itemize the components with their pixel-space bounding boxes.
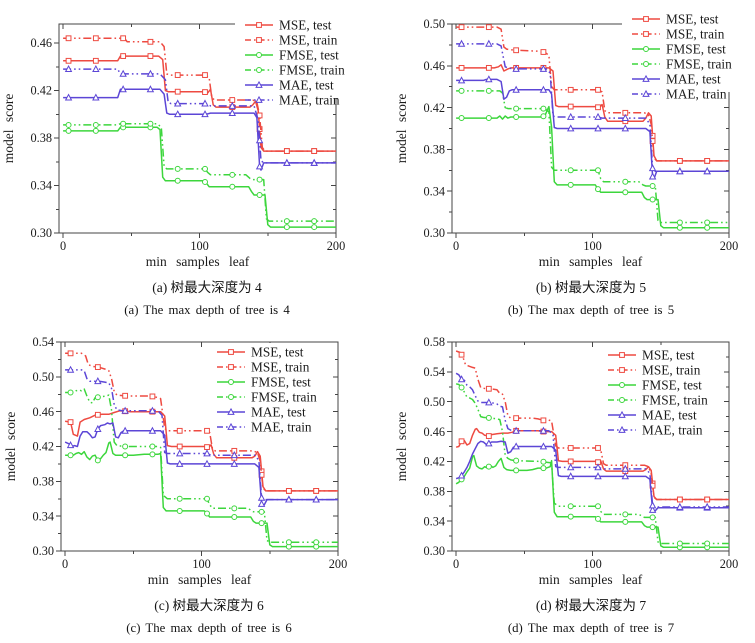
svg-text:0.30: 0.30: [30, 226, 52, 240]
svg-text:200: 200: [329, 557, 347, 571]
svg-text:200: 200: [720, 239, 738, 253]
svg-text:FMSE, test: FMSE, test: [251, 374, 311, 389]
panel-d-caption-zh: (d) 树最大深度为 7: [535, 598, 647, 613]
svg-text:0.50: 0.50: [423, 395, 445, 409]
svg-text:MSE, test: MSE, test: [251, 344, 304, 359]
svg-text:MAE, test: MAE, test: [251, 404, 306, 419]
svg-text:MAE, test: MAE, test: [642, 407, 697, 422]
panel-b-caption-en: (b) The max depth of tree is 5: [507, 302, 675, 317]
svg-text:0.30: 0.30: [423, 226, 445, 240]
svg-text:0.38: 0.38: [30, 131, 52, 145]
svg-text:200: 200: [327, 239, 345, 253]
panel-b: 0.30 0.34 0.38 0.42 0.46 0.50 0 100 200 min sampl…: [393, 0, 755, 317]
svg-text:FMSE, test: FMSE, test: [666, 41, 726, 56]
svg-text:MAE, train: MAE, train: [279, 92, 340, 107]
svg-text:0.38: 0.38: [423, 484, 445, 498]
svg-text:0.46: 0.46: [32, 405, 54, 419]
svg-text:0.54: 0.54: [32, 335, 54, 349]
svg-text:0: 0: [453, 557, 459, 571]
svg-text:model score: model score: [394, 412, 409, 482]
svg-text:min samples leaf: min samples leaf: [539, 572, 643, 587]
svg-text:0.30: 0.30: [32, 544, 54, 558]
svg-text:100: 100: [583, 557, 601, 571]
panel-d-caption-en: (d) The max depth of tree is 7: [507, 620, 675, 635]
svg-text:0.34: 0.34: [32, 509, 54, 523]
svg-text:0.38: 0.38: [32, 475, 54, 489]
svg-text:0: 0: [62, 557, 68, 571]
panel-c-caption-en: (c) The max depth of tree is 6: [126, 620, 292, 635]
panel-d-captions: (d) 树最大深度为 7 (d) The max depth of tree i…: [393, 598, 755, 635]
svg-text:0: 0: [453, 239, 459, 253]
panel-a-caption-en: (a) The max depth of tree is 4: [124, 302, 290, 317]
panel-a-captions: (a) 树最大深度为 4 (a) The max depth of tree i…: [0, 280, 377, 317]
svg-text:min samples leaf: min samples leaf: [146, 254, 250, 269]
svg-text:0.42: 0.42: [423, 455, 445, 469]
svg-text:MAE, train: MAE, train: [666, 86, 727, 101]
svg-text:0.50: 0.50: [423, 17, 445, 31]
svg-text:0.42: 0.42: [423, 101, 445, 115]
svg-text:model score: model score: [3, 412, 18, 482]
panel-d: 0.30 0.34 0.38 0.42 0.46 0.50 0.54 0.58 0 100 200 m…: [393, 318, 755, 635]
svg-text:0.34: 0.34: [423, 514, 445, 528]
panel-c: 0.30 0.34 0.38 0.42 0.46 0.50 0.54 0 100 200 min s…: [2, 318, 379, 635]
svg-text:FMSE, train: FMSE, train: [666, 56, 732, 71]
svg-text:0.42: 0.42: [32, 440, 54, 454]
chart-a-plot: 0.30 0.34 0.38 0.42 0.46 0 100 200 min samples l…: [1, 16, 347, 269]
panel-a: 0.30 0.34 0.38 0.42 0.46 0 100 200 min samples l…: [0, 0, 377, 317]
svg-text:0.46: 0.46: [423, 425, 445, 439]
panel-c-captions: (c) 树最大深度为 6 (c) The max depth of tree i…: [2, 598, 379, 635]
svg-text:FMSE, test: FMSE, test: [642, 377, 702, 392]
svg-text:0.50: 0.50: [32, 370, 54, 384]
chart-d-plot: 0.30 0.34 0.38 0.42 0.46 0.50 0.54 0.58 0 100 200 m…: [394, 335, 738, 587]
panel-a-caption-zh: (a) 树最大深度为 4: [152, 280, 262, 295]
svg-text:FMSE, test: FMSE, test: [279, 47, 339, 62]
svg-text:0.34: 0.34: [423, 184, 445, 198]
svg-text:MSE, train: MSE, train: [279, 32, 338, 47]
svg-text:FMSE, train: FMSE, train: [642, 392, 708, 407]
svg-text:MSE, test: MSE, test: [642, 347, 695, 362]
svg-text:MSE, test: MSE, test: [279, 17, 332, 32]
svg-text:0.42: 0.42: [30, 84, 52, 98]
svg-text:MAE, train: MAE, train: [642, 422, 703, 437]
svg-text:MAE, test: MAE, test: [666, 71, 721, 86]
svg-text:0.46: 0.46: [30, 36, 52, 50]
panel-b-caption-zh: (b) 树最大深度为 5: [535, 280, 647, 295]
svg-text:MSE, train: MSE, train: [666, 26, 725, 41]
svg-text:min samples leaf: min samples leaf: [148, 572, 252, 587]
panel-b-captions: (b) 树最大深度为 5 (b) The max depth of tree i…: [393, 280, 755, 317]
svg-text:0.30: 0.30: [423, 544, 445, 558]
svg-text:MAE, test: MAE, test: [279, 77, 334, 92]
svg-text:MSE, train: MSE, train: [251, 359, 310, 374]
svg-text:MSE, train: MSE, train: [642, 362, 701, 377]
svg-text:FMSE, train: FMSE, train: [251, 389, 317, 404]
svg-text:100: 100: [190, 239, 208, 253]
chart-b-plot: 0.30 0.34 0.38 0.42 0.46 0.50 0 100 200 min sampl…: [394, 10, 738, 269]
svg-text:100: 100: [192, 557, 210, 571]
svg-text:0.58: 0.58: [423, 335, 445, 349]
svg-text:FMSE, train: FMSE, train: [279, 62, 345, 77]
svg-text:100: 100: [583, 239, 601, 253]
panel-c-caption-zh: (c) 树最大深度为 6: [154, 598, 264, 613]
svg-text:0: 0: [60, 239, 66, 253]
chart-c-plot: 0.30 0.34 0.38 0.42 0.46 0.50 0.54 0 100 200 min s…: [3, 335, 347, 587]
svg-text:0.34: 0.34: [30, 179, 52, 193]
svg-text:min samples leaf: min samples leaf: [539, 254, 643, 269]
svg-text:MSE, test: MSE, test: [666, 11, 719, 26]
svg-text:0.54: 0.54: [423, 365, 445, 379]
svg-text:model score: model score: [1, 94, 16, 164]
svg-text:0.46: 0.46: [423, 59, 445, 73]
svg-text:model score: model score: [394, 94, 409, 164]
svg-text:0.38: 0.38: [423, 143, 445, 157]
svg-text:200: 200: [720, 557, 738, 571]
svg-text:MAE, train: MAE, train: [251, 419, 312, 434]
